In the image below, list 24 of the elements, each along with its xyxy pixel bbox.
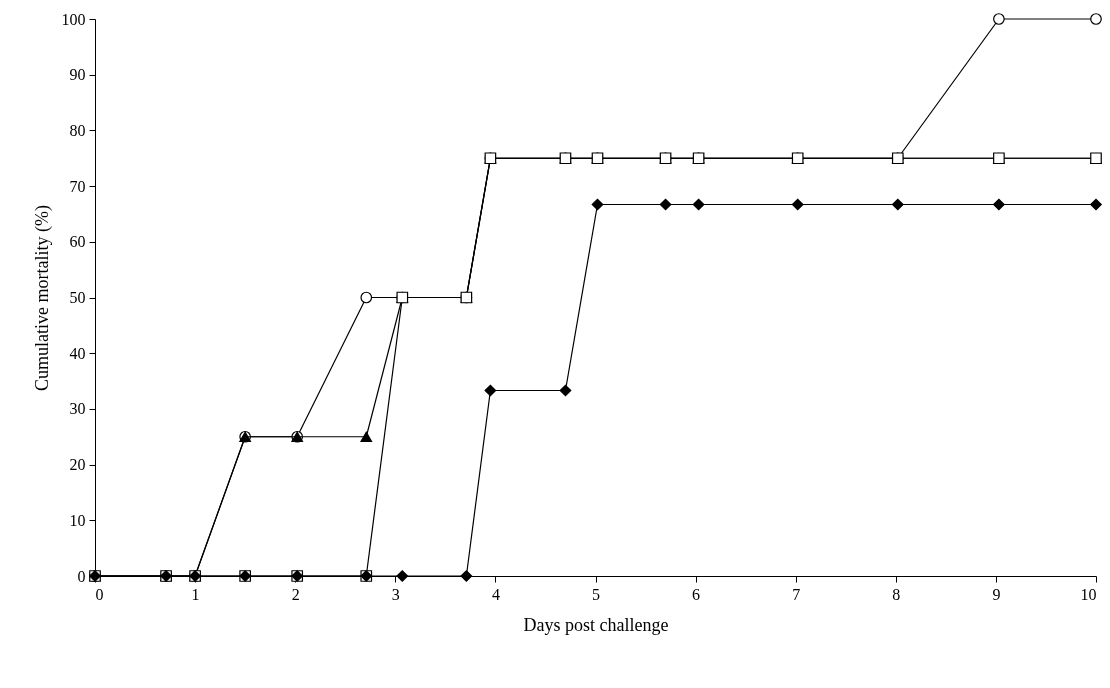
x-tick-label: 10 [1080, 585, 1097, 603]
x-tick-label: 7 [792, 585, 801, 603]
x-tick-label: 3 [391, 585, 400, 603]
y-axis-title: Cumulative mortality (%) [31, 205, 53, 391]
y-tick-label: 30 [69, 400, 86, 418]
x-tick-label: 4 [491, 585, 500, 603]
y-tick-label: 10 [69, 511, 86, 529]
x-axis-title: Days post challenge [523, 614, 669, 635]
x-tick-label: 1 [191, 585, 200, 603]
y-tick-label: 20 [69, 456, 86, 474]
x-tick-label: 6 [692, 585, 701, 603]
y-tick-label: 70 [69, 177, 86, 195]
x-tick-label: 5 [592, 585, 600, 603]
y-tick-label: 80 [69, 121, 86, 139]
x-tick-label: 2 [291, 585, 300, 603]
x-tick-label: 9 [992, 585, 1001, 603]
y-tick-label: 100 [61, 10, 86, 28]
y-tick-label: 40 [69, 344, 86, 362]
x-tick-label: 0 [95, 585, 104, 603]
y-tick-label: 90 [69, 66, 86, 84]
x-tick-label: 8 [892, 585, 901, 603]
y-tick-label: 0 [77, 567, 86, 585]
y-tick-label: 50 [69, 289, 86, 306]
y-tick-label: 60 [69, 233, 86, 251]
